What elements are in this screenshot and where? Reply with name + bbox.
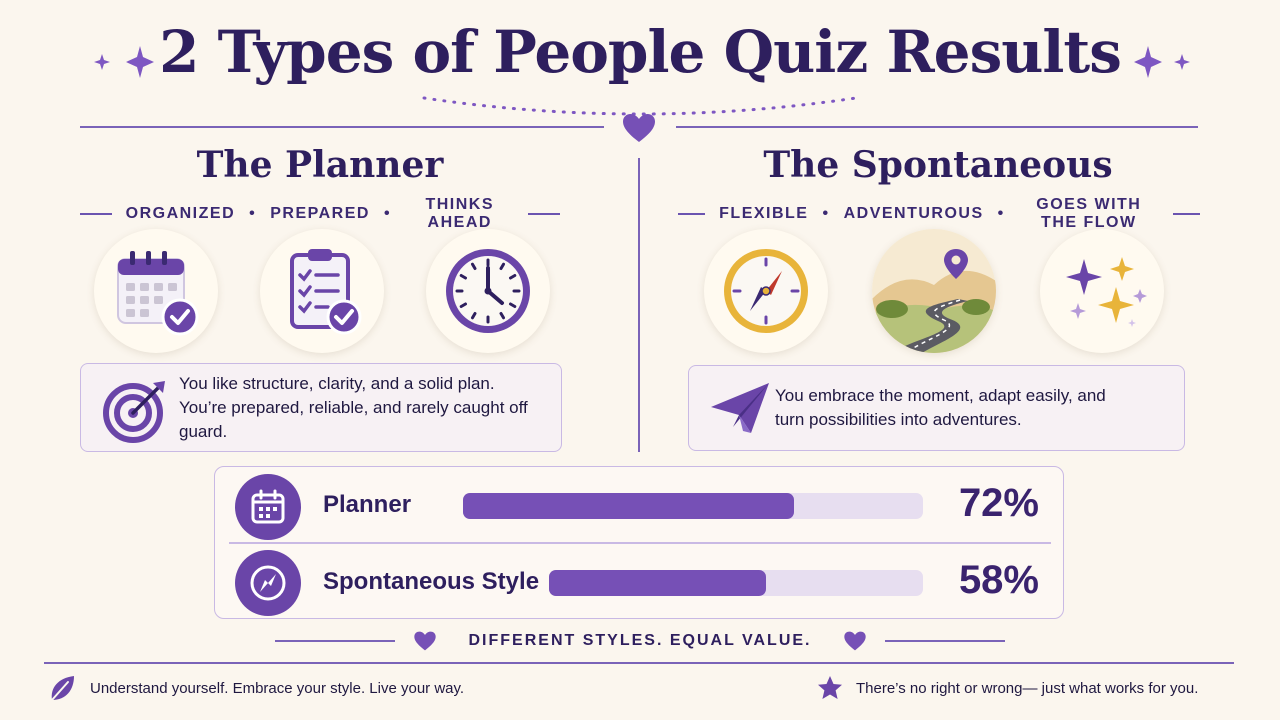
footer-right-text: There’s no right or wrong— just what wor… [856,680,1199,697]
heart-icon [623,114,655,142]
top-divider-left [80,126,604,128]
clock-icon [426,229,550,353]
score-panel: Planner 72% Spontaneous Style 58% [214,466,1064,619]
footer-left-text: Understand yourself. Embrace your style.… [90,680,465,697]
center-divider [638,158,640,452]
score-percent: 72% [958,481,1039,525]
planner-traits: ORGANIZED • PREPARED • THINKS AHEAD [80,196,561,232]
spontaneous-description: You embrace the moment, adapt easily, an… [775,386,1106,429]
score-row-divider [229,542,1051,544]
compass-icon [235,550,301,616]
spontaneous-description-card: You embrace the moment, adapt easily, an… [688,365,1185,451]
dotted-arc-decoration [422,96,858,116]
score-label: Planner [323,491,412,518]
compass-icon [704,229,828,353]
trait: GOES WITH THE FLOW [1036,196,1142,231]
calendar-icon [235,474,301,540]
score-bar-track [463,493,923,519]
score-bar-fill [463,493,795,519]
heart-icon [844,631,867,651]
sparkle-icon [1134,46,1190,78]
planner-description: You like structure, clarity, and a solid… [179,373,528,441]
trait: ORGANIZED [125,205,236,222]
spontaneous-heading: The Spontaneous [763,144,1113,186]
clipboard-checklist-icon [260,229,384,353]
score-percent: 58% [958,558,1039,602]
paper-plane-icon [711,383,769,433]
sparkles-icon [1040,229,1164,353]
score-bar-track [549,570,923,596]
top-divider-right [676,126,1198,128]
trait: PREPARED [270,205,370,222]
footer-divider [44,662,1234,664]
calendar-check-icon [94,229,218,353]
tagline-row: DIFFERENT STYLES. EQUAL VALUE. [0,630,1280,652]
page-title: 2 Types of People Quiz Results [159,18,1122,86]
spontaneous-traits: FLEXIBLE • ADVENTUROUS • GOES WITH THE FLO… [678,196,1201,232]
planner-description-card: You like structure, clarity, and a solid… [80,363,562,452]
heart-icon [413,631,436,651]
trait: ADVENTUROUS [843,205,984,222]
star-icon [818,676,842,699]
score-bar-fill [549,570,766,596]
tagline: DIFFERENT STYLES. EQUAL VALUE. [468,632,812,649]
target-icon [103,380,165,443]
trait: FLEXIBLE [719,205,809,222]
sparkle-icon [94,46,154,78]
leaf-icon [51,676,74,701]
planner-heading: The Planner [196,144,444,186]
winding-road-icon [872,229,996,353]
trait: THINKS AHEAD [425,196,494,231]
score-label: Spontaneous Style [323,568,540,595]
